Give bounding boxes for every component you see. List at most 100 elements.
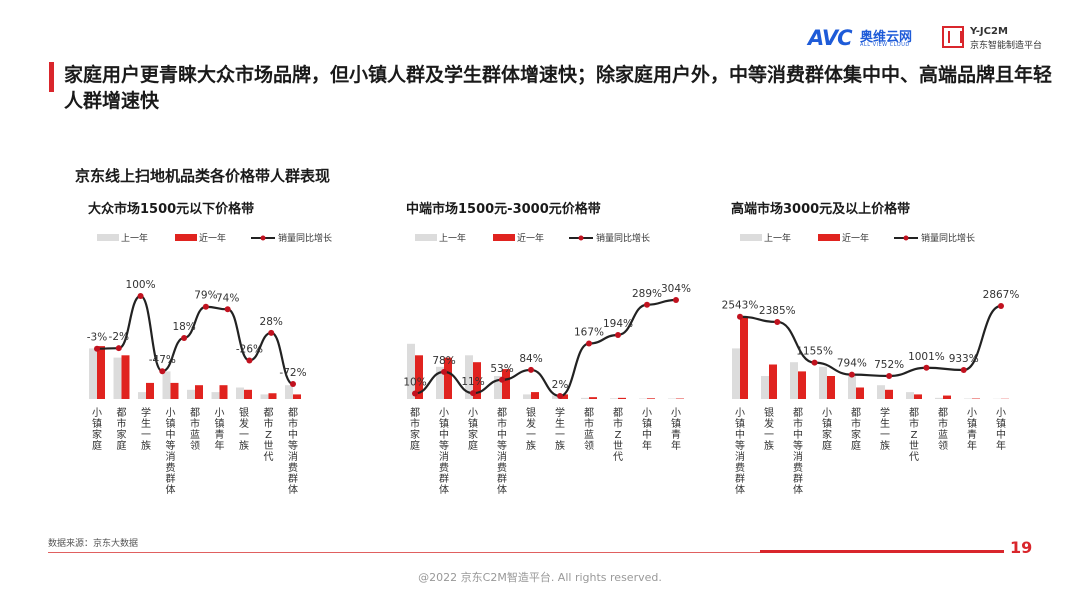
- bar-prev: [790, 362, 798, 399]
- category-label: 镇: [215, 417, 225, 430]
- category-label: 发: [526, 417, 536, 430]
- category-label: 青: [215, 428, 225, 441]
- category-label: 镇: [822, 417, 832, 430]
- bar-prev: [552, 395, 560, 399]
- legend-label-prev: 上一年: [121, 232, 148, 244]
- category-label: 都: [264, 407, 274, 419]
- bar-prev: [494, 376, 502, 399]
- bar-recent: [943, 395, 951, 399]
- category-label: 群: [497, 472, 507, 485]
- growth-point: [557, 393, 563, 399]
- yjc2m-logo: Y-JC2M 京东智能制造平台: [942, 26, 1052, 51]
- category-label: 群: [793, 472, 803, 485]
- category-label: 族: [555, 439, 565, 452]
- category-label: 费: [497, 461, 507, 474]
- growth-label: 289%: [632, 288, 662, 300]
- category-label: 镇: [735, 417, 745, 430]
- bar-recent: [856, 387, 864, 399]
- category-label: 一: [239, 430, 249, 441]
- category-label: 消: [735, 450, 745, 463]
- chart-title: 大众市场1500元以下价格带: [88, 201, 254, 217]
- bar-prev: [211, 392, 220, 399]
- category-label: 费: [735, 461, 745, 474]
- category-label: 等: [288, 439, 298, 452]
- category-label: 一: [555, 430, 565, 441]
- category-label: 市: [497, 417, 507, 430]
- growth-point: [115, 345, 122, 352]
- growth-point: [181, 334, 188, 341]
- legend-label-growth: 销量同比增长: [596, 232, 650, 244]
- legend-label-prev: 上一年: [764, 232, 791, 244]
- bar-recent: [473, 362, 481, 399]
- bar-prev: [523, 394, 531, 399]
- growth-label: -26%: [236, 343, 263, 355]
- bar-recent: [589, 397, 597, 399]
- growth-point: [268, 329, 275, 336]
- section-subtitle: 京东线上扫地机品类各价格带人群表现: [75, 167, 331, 185]
- category-label: 中: [793, 428, 803, 441]
- category-label: 一: [141, 430, 151, 441]
- category-label: 小: [215, 407, 225, 419]
- growth-label: -2%: [109, 331, 129, 343]
- footer-accent-bar: [760, 550, 1004, 553]
- avc-logo: AVC 奥维云网 ALL VIEW CLOUD: [808, 26, 918, 50]
- growth-label: 11%: [461, 376, 484, 388]
- category-label: 群: [439, 472, 449, 485]
- category-label: 庭: [468, 439, 478, 452]
- category-label: 发: [764, 417, 774, 430]
- growth-label: 933%: [949, 353, 979, 365]
- category-label: 发: [239, 417, 249, 430]
- category-label: 市: [909, 417, 919, 430]
- growth-label: 2867%: [983, 289, 1020, 301]
- avc-logo-text: AVC: [808, 26, 852, 50]
- category-label: 市: [613, 417, 623, 430]
- growth-label: 752%: [874, 359, 904, 371]
- growth-point: [202, 303, 209, 310]
- category-label: 中: [166, 428, 176, 441]
- category-label: 市: [584, 417, 594, 430]
- growth-label: 167%: [574, 327, 604, 339]
- category-label: 费: [793, 461, 803, 474]
- page-title: 家庭用户更青睐大众市场品牌，但小镇人群及学生群体增速快；除家庭用户外，中等消费群…: [64, 64, 1053, 112]
- category-label: 中: [735, 428, 745, 441]
- legend-label-prev: 上一年: [439, 232, 466, 244]
- category-label: 庭: [410, 439, 420, 452]
- category-label: 体: [497, 484, 507, 496]
- bar-recent: [769, 364, 777, 399]
- category-label: 领: [190, 439, 200, 452]
- category-label: 家: [851, 428, 861, 441]
- category-label: 等: [439, 439, 449, 452]
- category-label: 一: [526, 430, 536, 441]
- bar-prev: [113, 357, 122, 399]
- bar-prev: [935, 397, 943, 399]
- category-label: 银: [764, 406, 774, 419]
- page-number: 19: [1010, 538, 1033, 557]
- category-label: 小: [735, 407, 745, 419]
- bar-recent: [502, 369, 510, 399]
- category-label: 镇: [996, 417, 1006, 430]
- growth-point: [159, 368, 166, 375]
- bar-recent: [293, 394, 301, 399]
- category-label: 代: [909, 451, 919, 463]
- bar-prev: [848, 376, 856, 399]
- category-label: 庭: [92, 439, 102, 452]
- category-label: 都: [851, 407, 861, 419]
- bar-recent: [268, 393, 277, 399]
- category-label: 市: [410, 417, 420, 430]
- growth-label: 794%: [837, 358, 867, 370]
- bar-recent: [531, 392, 539, 399]
- category-label: 镇: [967, 417, 977, 430]
- category-label: 青: [671, 428, 681, 441]
- growth-line: [414, 298, 677, 398]
- bar-prev: [465, 355, 473, 399]
- bar-recent: [195, 385, 203, 399]
- category-label: 小: [642, 407, 652, 419]
- category-label: 小: [822, 407, 832, 419]
- category-label: 镇: [166, 417, 176, 430]
- bar-recent: [121, 355, 130, 399]
- category-label: 小: [468, 407, 478, 419]
- category-label: 年: [671, 439, 681, 452]
- bar-recent: [444, 357, 452, 399]
- growth-label: -3%: [87, 332, 107, 344]
- category-label: 市: [288, 417, 298, 430]
